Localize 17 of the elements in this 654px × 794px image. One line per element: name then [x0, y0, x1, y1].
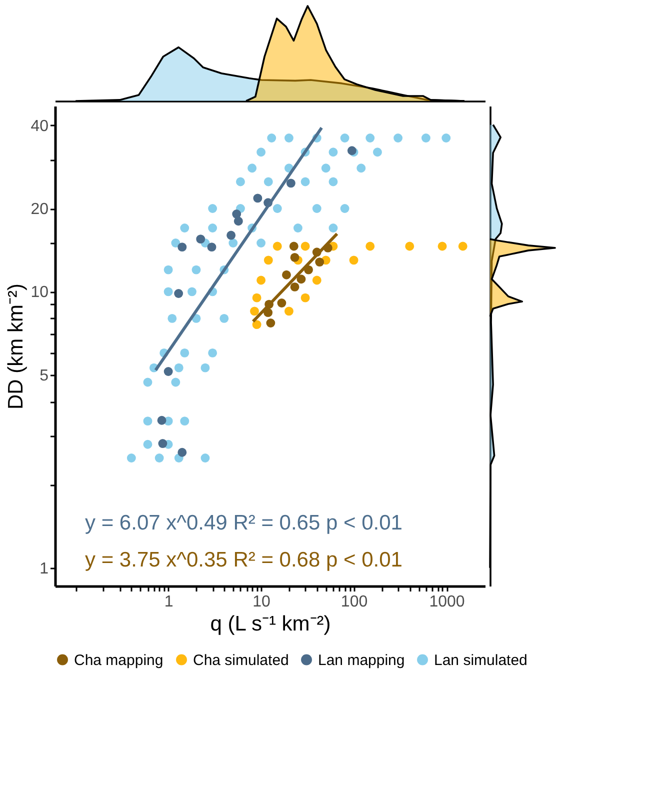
annotation: y = 6.07 x^0.49 R² = 0.65 p < 0.01: [85, 512, 402, 535]
y-axis-title: DD (km km⁻²): [4, 284, 28, 410]
legend-label: Lan simulated: [434, 652, 528, 669]
legend-label: Cha simulated: [193, 652, 289, 669]
y-tick-label: 1: [40, 560, 49, 578]
legend-label: Cha mapping: [74, 652, 164, 669]
x-tick-label: 100: [340, 594, 368, 610]
x-tick-label: 1: [164, 594, 174, 610]
y-tick-label: 10: [30, 284, 49, 302]
legend-label: Lan mapping: [318, 652, 405, 669]
x-tick-label: 10: [252, 594, 271, 610]
x-axis-title: q (L s⁻¹ km⁻²): [210, 612, 331, 636]
y-tick-label: 40: [30, 118, 49, 135]
y-tick-label: 20: [30, 201, 49, 218]
annotation: y = 3.75 x^0.35 R² = 0.68 p < 0.01: [85, 548, 402, 572]
x-tick-label: 1000: [429, 594, 465, 610]
y-tick-label: 5: [40, 367, 49, 384]
